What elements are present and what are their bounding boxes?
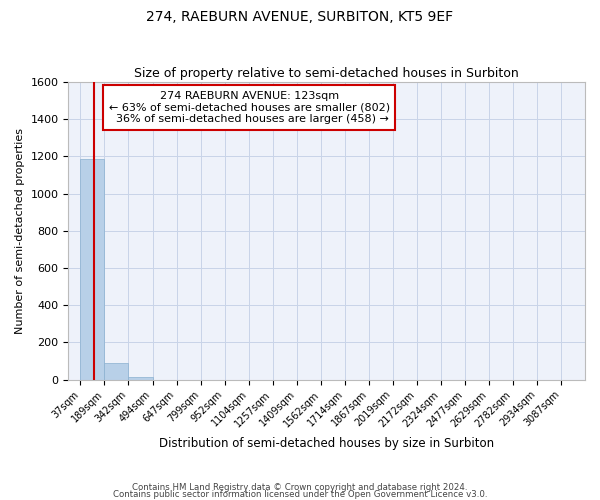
Y-axis label: Number of semi-detached properties: Number of semi-detached properties [15,128,25,334]
Text: Contains HM Land Registry data © Crown copyright and database right 2024.: Contains HM Land Registry data © Crown c… [132,484,468,492]
Bar [128,377,152,380]
X-axis label: Distribution of semi-detached houses by size in Surbiton: Distribution of semi-detached houses by … [159,437,494,450]
Text: Contains public sector information licensed under the Open Government Licence v3: Contains public sector information licen… [113,490,487,499]
Text: 274, RAEBURN AVENUE, SURBITON, KT5 9EF: 274, RAEBURN AVENUE, SURBITON, KT5 9EF [146,10,454,24]
Bar [104,363,128,380]
Text: 274 RAEBURN AVENUE: 123sqm
← 63% of semi-detached houses are smaller (802)
  36%: 274 RAEBURN AVENUE: 123sqm ← 63% of semi… [109,91,390,124]
Title: Size of property relative to semi-detached houses in Surbiton: Size of property relative to semi-detach… [134,66,519,80]
Bar [80,159,104,380]
